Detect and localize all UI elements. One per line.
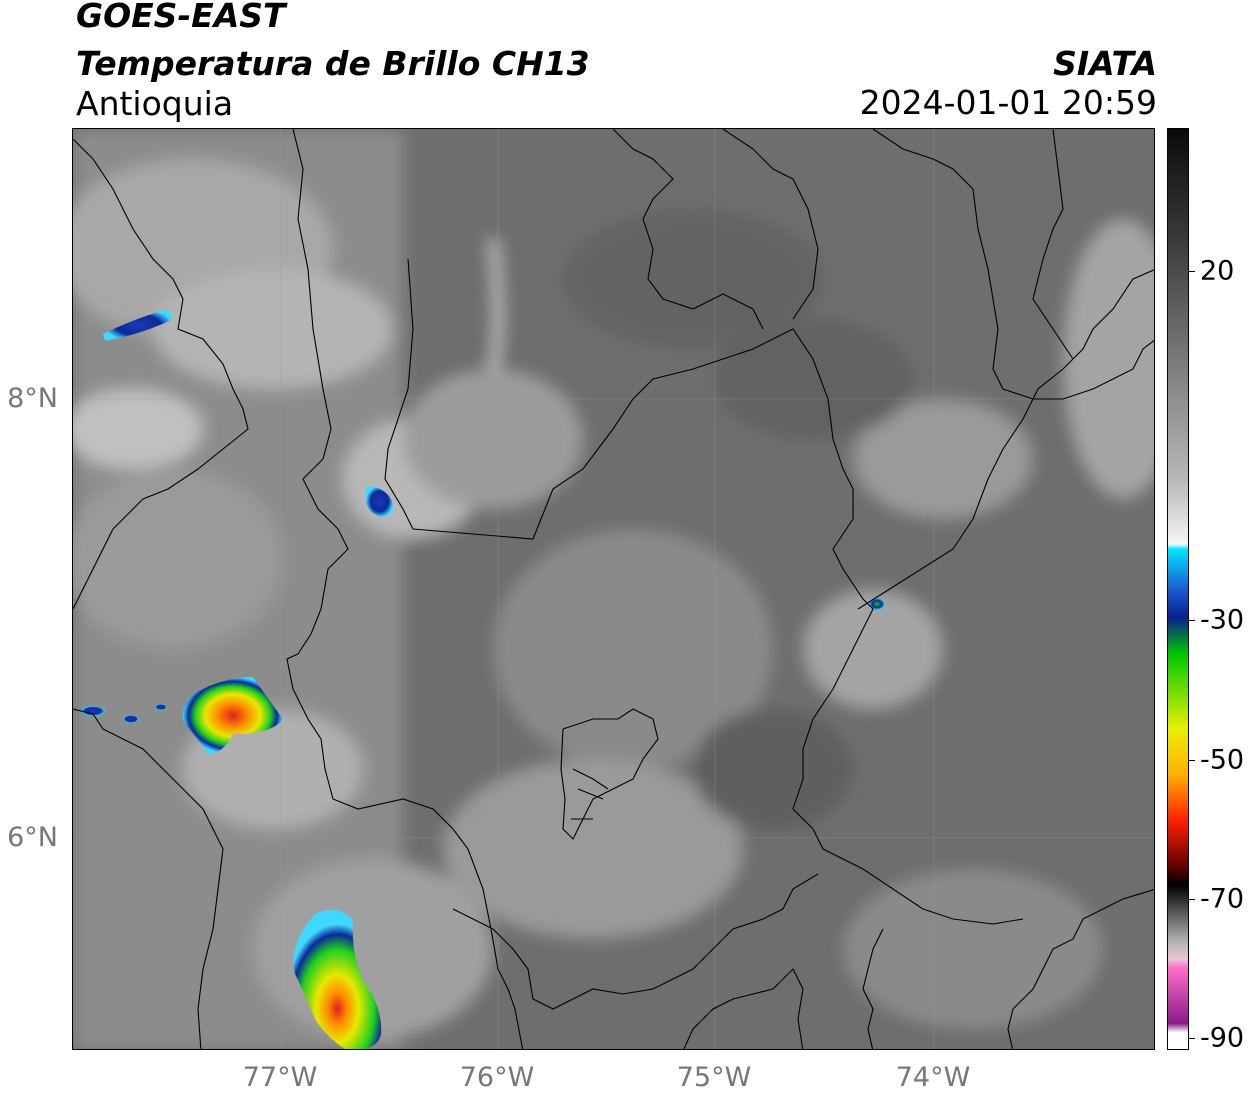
satellite-map — [72, 128, 1155, 1050]
colorbar-tick — [1189, 1038, 1195, 1039]
colorbar-tick — [1189, 899, 1195, 900]
title-product: Temperatura de Brillo CH13 — [76, 44, 590, 83]
title-timestamp: 2024-01-01 20:59 — [859, 83, 1157, 122]
lon-label-75w: 75°W — [676, 1062, 752, 1093]
colorbar-gradient — [1168, 129, 1188, 1049]
title-organization: SIATA — [1053, 44, 1157, 83]
gridlines — [73, 129, 1154, 1049]
colorbar-tick-label: -70 — [1200, 883, 1245, 915]
lon-label-77w: 77°W — [242, 1062, 318, 1093]
convective-cells — [81, 309, 885, 1049]
lat-label-8n: 8°N — [7, 383, 58, 414]
boundaries — [73, 129, 1154, 1049]
colorbar — [1167, 128, 1189, 1050]
lat-label-6n: 6°N — [7, 822, 58, 853]
lon-label-74w: 74°W — [895, 1062, 971, 1093]
colorbar-tick — [1189, 620, 1195, 621]
title-region: Antioquia — [76, 84, 234, 123]
colorbar-tick-label: -50 — [1200, 744, 1245, 776]
colorbar-tick — [1189, 760, 1195, 761]
lon-label-76w: 76°W — [459, 1062, 535, 1093]
title-satellite: GOES-EAST — [76, 0, 286, 35]
cloud-texture — [73, 129, 1154, 1049]
colorbar-tick-label: 20 — [1200, 255, 1235, 287]
colorbar-tick-label: -90 — [1200, 1022, 1245, 1054]
map-image — [73, 129, 1154, 1049]
colorbar-tick-label: -30 — [1200, 604, 1245, 636]
colorbar-tick — [1189, 271, 1195, 272]
